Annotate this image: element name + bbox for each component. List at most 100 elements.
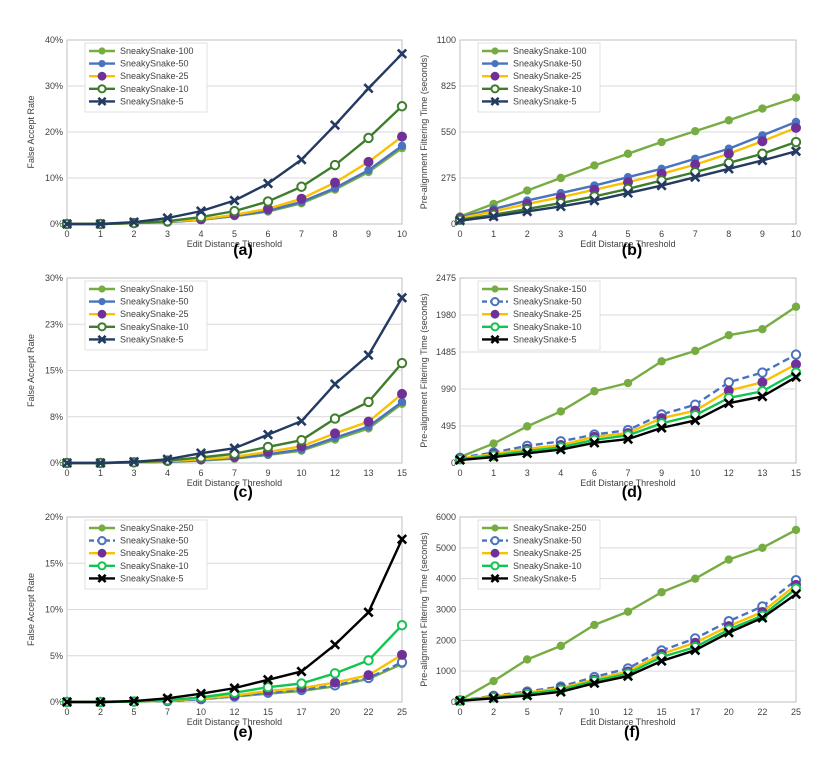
x-tick-label: 0 [64, 707, 69, 717]
data-point-marker [723, 377, 734, 388]
x-tick-label: 13 [363, 468, 373, 478]
data-point-marker [523, 655, 532, 664]
x-tick-label: 6 [659, 229, 664, 239]
x-tick-label: 1 [98, 468, 103, 478]
series-1 [455, 525, 801, 705]
y-tick-label: 23% [45, 319, 63, 329]
data-point-marker [195, 688, 207, 699]
y-tick-label: 0 [451, 458, 456, 468]
x-tick-label: 10 [690, 468, 700, 478]
x-tick-label: 2 [525, 229, 530, 239]
data-point-marker [589, 437, 600, 448]
x-tick-label: 3 [165, 229, 170, 239]
x-tick-label: 9 [366, 229, 371, 239]
legend-label: SneakySnake-5 [513, 96, 577, 106]
data-point-marker [790, 136, 802, 148]
data-point-marker [758, 325, 767, 334]
data-point-marker [690, 645, 701, 656]
data-point-marker [491, 524, 499, 532]
data-point-marker [162, 693, 173, 704]
data-point-marker [296, 434, 307, 446]
data-point-marker [657, 588, 666, 597]
data-point-marker [488, 693, 499, 704]
series-4 [61, 357, 408, 469]
data-point-marker [363, 607, 374, 618]
data-point-marker [691, 574, 700, 583]
x-tick-label: 6 [198, 468, 203, 478]
data-point-marker [556, 173, 565, 183]
data-point-marker [757, 367, 768, 378]
x-axis-label: Edit Distance Threshold [580, 717, 675, 727]
x-tick-label: 15 [791, 468, 801, 478]
data-point-marker [128, 695, 140, 707]
data-point-marker [229, 195, 240, 206]
y-tick-label: 0% [50, 219, 63, 229]
x-tick-label: 7 [165, 707, 170, 717]
data-point-marker [396, 48, 408, 59]
data-point-marker [454, 215, 466, 226]
x-tick-label: 3 [558, 229, 563, 239]
data-point-marker [397, 649, 407, 660]
data-point-marker [97, 71, 107, 81]
data-point-marker [723, 385, 734, 396]
data-point-marker [397, 397, 407, 407]
x-tick-label: 25 [791, 707, 801, 717]
data-point-marker [656, 655, 667, 667]
legend-label: SneakySnake-25 [513, 71, 582, 81]
data-point-marker [757, 377, 768, 388]
x-tick-label: 2 [98, 707, 103, 717]
legend-label: SneakySnake-50 [513, 297, 582, 307]
data-point-marker [791, 525, 801, 535]
x-tick-label: 17 [690, 707, 700, 717]
legend-label: SneakySnake-10 [513, 84, 582, 94]
data-point-marker [691, 346, 700, 356]
panel-label: (c) [233, 484, 253, 501]
data-point-marker [491, 285, 499, 293]
data-point-marker [490, 561, 500, 571]
legend-label: SneakySnake-5 [120, 334, 184, 344]
data-point-marker [364, 165, 373, 175]
data-point-marker [262, 441, 274, 453]
data-point-marker [489, 676, 498, 686]
data-point-marker [98, 524, 106, 532]
data-point-marker [490, 84, 500, 94]
data-point-marker [329, 413, 341, 424]
legend-label: SneakySnake-150 [513, 284, 587, 294]
data-point-marker [95, 218, 106, 230]
data-point-marker [262, 682, 274, 693]
data-point-marker [522, 690, 533, 701]
data-point-marker [590, 387, 599, 396]
data-point-marker [98, 285, 106, 293]
x-tick-label: 22 [757, 707, 767, 717]
legend-label: SneakySnake-50 [120, 297, 189, 307]
data-point-marker [61, 457, 73, 469]
series-5 [61, 48, 408, 230]
data-point-marker [590, 161, 599, 170]
x-tick-label: 8 [332, 229, 337, 239]
data-point-marker [556, 407, 565, 416]
series-5 [454, 588, 802, 706]
legend-label: SneakySnake-250 [513, 523, 587, 533]
y-tick-label: 40% [45, 35, 63, 45]
data-point-marker [262, 674, 274, 685]
data-point-marker [657, 357, 666, 366]
data-point-marker [363, 396, 374, 408]
x-tick-label: 10 [296, 468, 306, 478]
data-point-marker [791, 122, 801, 133]
y-tick-label: 275 [441, 173, 456, 183]
series-5 [61, 292, 408, 469]
data-point-marker [330, 428, 340, 439]
legend-label: SneakySnake-100 [513, 46, 587, 56]
legend-label: SneakySnake-25 [120, 548, 189, 558]
y-tick-label: 2000 [436, 635, 456, 645]
y-tick-label: 10% [45, 173, 63, 183]
x-tick-label: 8 [726, 229, 731, 239]
data-point-marker [296, 415, 307, 427]
data-point-marker [791, 359, 801, 370]
data-point-marker [396, 534, 408, 545]
x-tick-label: 5 [131, 707, 136, 717]
legend: SneakySnake-250 SneakySnake-50 SneakySnake… [84, 519, 208, 590]
data-point-marker [724, 555, 733, 564]
